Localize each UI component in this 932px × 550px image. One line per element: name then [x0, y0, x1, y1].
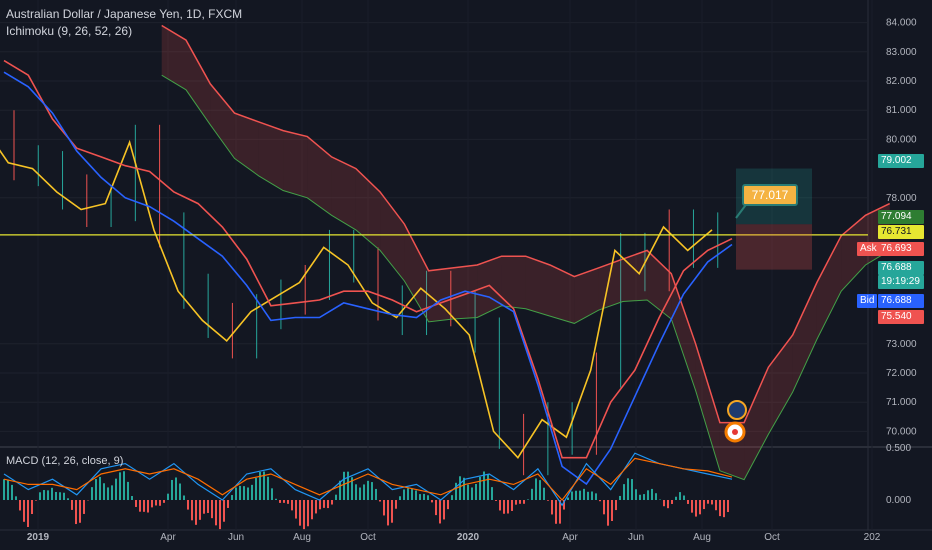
price-tick-label: 80.000	[886, 134, 917, 145]
ichimoku-cloud-segment	[283, 130, 308, 198]
stop-price-tag: 75.540	[878, 310, 924, 324]
countdown-tag: 19:19:29	[878, 275, 924, 289]
ichimoku-cloud-segment	[550, 264, 575, 324]
lagging-span-line	[0, 139, 713, 460]
macd-legend[interactable]: MACD (12, 26, close, 9)	[6, 455, 124, 467]
time-tick-label: 202	[864, 532, 881, 543]
signal-line	[3, 457, 733, 501]
time-tick-label: 2020	[457, 532, 480, 543]
macd-tick-label: 0.000	[886, 495, 911, 506]
bid-price-tag: 76.688	[878, 294, 924, 308]
ichimoku-cloud-segment	[307, 136, 332, 216]
ichimoku-cloud-segment	[186, 40, 211, 125]
time-tick-label: Jun	[228, 532, 244, 543]
ichimoku-cloud-segment	[525, 256, 550, 317]
ichimoku-cloud-segment	[428, 267, 453, 322]
ichimoku-cloud-segment	[695, 343, 720, 471]
macd-line	[3, 452, 733, 507]
symbol-title: Australian Dollar / Japanese Yen, 1D, FX…	[6, 7, 243, 21]
time-tick-label: Oct	[764, 532, 780, 543]
ichimoku-cloud-segment	[816, 235, 842, 340]
price-tick-label: 73.000	[886, 339, 917, 350]
price-tick-label: 72.000	[886, 368, 917, 379]
price-tick-label: 83.000	[886, 47, 917, 58]
leading-span-b	[161, 24, 891, 424]
price-tick-label: 78.000	[886, 193, 917, 204]
price-tick-label: 81.000	[886, 105, 917, 116]
time-tick-label: Apr	[562, 532, 578, 543]
ichimoku-cloud-segment	[355, 168, 381, 251]
base-line	[3, 59, 733, 459]
ichimoku-cloud-segment	[647, 250, 672, 319]
entry-price-tag: 77.094	[878, 210, 924, 224]
leading-span-a	[161, 74, 890, 481]
earnings-event-dot	[732, 429, 738, 435]
ichimoku-cloud-segment	[792, 282, 817, 392]
conversion-line	[3, 71, 733, 486]
ichimoku-cloud-segment	[501, 256, 526, 309]
macd-tick-label: 0.500	[886, 443, 911, 454]
ichimoku-cloud-segment	[331, 156, 356, 230]
price-tick-label: 70.000	[886, 426, 917, 437]
bid-label: Bid	[857, 294, 878, 308]
ichimoku-cloud-segment	[258, 121, 284, 191]
ichimoku-cloud-segment	[671, 273, 696, 391]
hline-price-tag: 76.731	[878, 225, 924, 239]
ichimoku-cloud-segment	[477, 256, 502, 318]
price-tick-label: 82.000	[886, 76, 917, 87]
ichimoku-cloud-segment	[404, 224, 429, 322]
ichimoku-cloud-segment	[234, 113, 259, 176]
risk-zone	[736, 224, 812, 270]
target-price-tag: 79.002	[878, 154, 924, 168]
price-tick-label: 71.000	[886, 397, 917, 408]
last-price-tag: 76.688	[878, 261, 924, 275]
time-tick-label: Aug	[693, 532, 711, 543]
ichimoku-cloud-segment	[744, 367, 769, 480]
ask-label: Ask	[857, 242, 880, 256]
ichimoku-cloud-segment	[161, 25, 186, 90]
ichimoku-cloud-segment	[574, 267, 599, 324]
time-tick-label: Apr	[160, 532, 176, 543]
ichimoku-legend[interactable]: Ichimoku (9, 26, 52, 26)	[6, 24, 133, 38]
price-callout[interactable]: 77.017	[742, 184, 798, 206]
ichimoku-cloud-segment	[210, 83, 235, 159]
time-tick-label: Aug	[293, 532, 311, 543]
ichimoku-cloud-segment	[380, 191, 405, 282]
flag-event-icon	[727, 400, 747, 420]
time-tick-label: Jun	[628, 532, 644, 543]
time-tick-label: 2019	[27, 532, 50, 543]
time-tick-label: Oct	[360, 532, 376, 543]
ask-price-tag: 76.693	[878, 242, 924, 256]
price-tick-label: 84.000	[886, 18, 917, 29]
